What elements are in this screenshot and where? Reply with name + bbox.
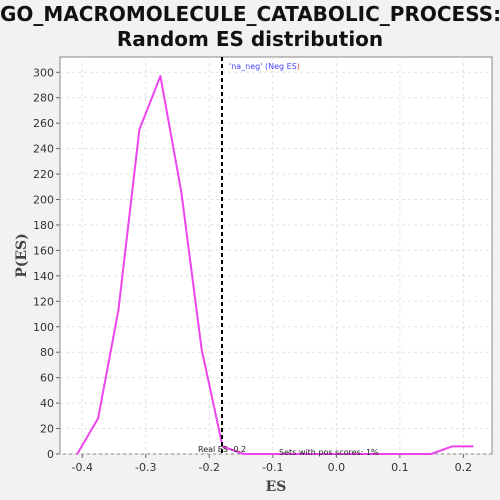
data-point bbox=[367, 453, 370, 455]
chart-title-line-1: GO_MACROMOLECULE_CATABOLIC_PROCESS: bbox=[0, 2, 500, 26]
x-tick-label: -0.1 bbox=[262, 461, 283, 474]
data-point bbox=[242, 453, 245, 455]
data-point bbox=[388, 453, 390, 455]
x-tick-label: 0.0 bbox=[328, 461, 346, 474]
data-point bbox=[346, 453, 349, 455]
data-point bbox=[430, 453, 432, 455]
x-tick-label: -0.2 bbox=[199, 461, 220, 474]
distribution-series-line bbox=[76, 75, 473, 455]
chart-title: GO_MACROMOLECULE_CATABOLIC_PROCESS: Rand… bbox=[0, 2, 500, 52]
data-point bbox=[180, 191, 183, 193]
y-tick-label: 40 bbox=[40, 397, 54, 410]
data-point bbox=[305, 453, 307, 455]
legend-label: 'na_neg' (Neg ES) bbox=[229, 62, 300, 71]
data-point bbox=[284, 453, 287, 455]
y-tick-label: 200 bbox=[33, 194, 54, 207]
data-point bbox=[200, 348, 203, 351]
x-tick-label: 0.2 bbox=[455, 461, 473, 474]
axes: 0 20 40 60 80 100 120 140 160 180 200 220 240 260 280 3… bbox=[33, 66, 472, 474]
series-layer bbox=[76, 75, 474, 455]
legend-part-3: ) bbox=[297, 62, 300, 71]
data-point bbox=[472, 445, 474, 448]
y-tick-label: 100 bbox=[33, 321, 54, 334]
x-axis-label: ES bbox=[266, 479, 287, 495]
data-point bbox=[159, 75, 162, 77]
y-tick-label: 120 bbox=[33, 295, 54, 308]
data-point bbox=[451, 445, 453, 448]
y-tick-label: 240 bbox=[33, 143, 54, 156]
y-axis-label: P(ES) bbox=[14, 233, 30, 278]
data-point bbox=[263, 453, 266, 455]
x-tick-label: -0.4 bbox=[72, 461, 93, 474]
data-point bbox=[97, 417, 99, 420]
real-es-label: Real ES -0.2 bbox=[198, 445, 246, 454]
pos-scores-label: Sets with pos scores: 1% bbox=[279, 448, 379, 457]
data-point bbox=[409, 453, 411, 455]
x-tick-label: 0.1 bbox=[391, 461, 409, 474]
data-point bbox=[138, 128, 141, 131]
legend-part-2: (Neg ES bbox=[262, 62, 296, 71]
data-point bbox=[117, 309, 120, 312]
legend-part-1: 'na_neg' bbox=[229, 62, 262, 71]
y-tick-label: 20 bbox=[40, 423, 54, 436]
x-tick-label: -0.3 bbox=[135, 461, 156, 474]
y-tick-label: 60 bbox=[40, 372, 54, 385]
y-tick-label: 280 bbox=[33, 92, 54, 105]
y-tick-label: 180 bbox=[33, 219, 54, 232]
chart-title-line-2: Random ES distribution bbox=[116, 27, 384, 51]
y-tick-label: 0 bbox=[47, 448, 54, 461]
data-point bbox=[76, 453, 78, 455]
y-tick-label: 160 bbox=[33, 244, 54, 257]
y-tick-label: 80 bbox=[40, 346, 54, 359]
y-tick-label: 300 bbox=[33, 66, 54, 79]
y-tick-label: 260 bbox=[33, 117, 54, 130]
data-point bbox=[326, 453, 328, 455]
y-tick-label: 220 bbox=[33, 168, 54, 181]
y-tick-label: 140 bbox=[33, 270, 54, 283]
